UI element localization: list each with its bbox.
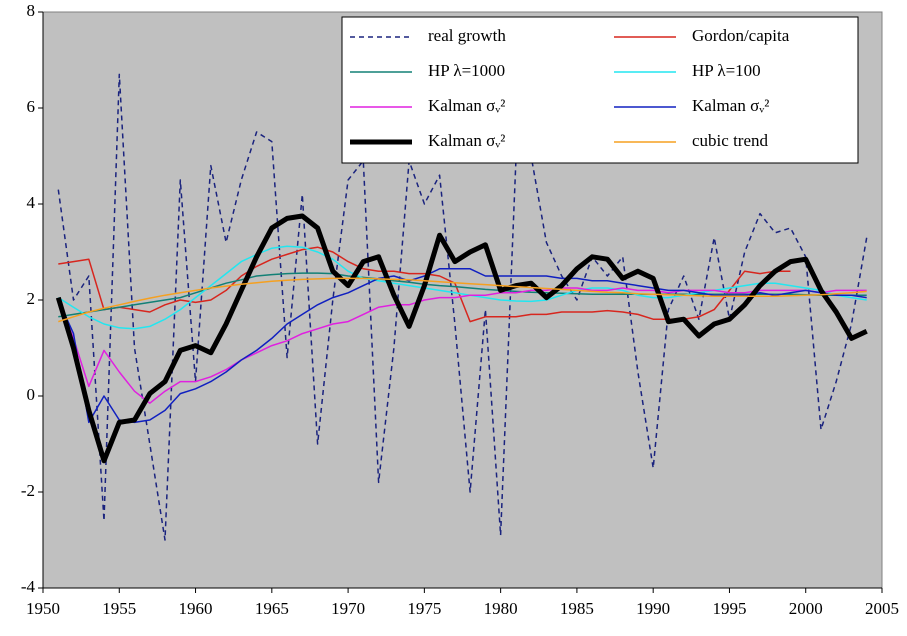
- x-tick-label: 1980: [484, 599, 518, 618]
- x-tick-label: 1970: [331, 599, 365, 618]
- y-tick-label: 2: [27, 289, 36, 308]
- legend-label: HP λ=1000: [428, 61, 505, 80]
- x-tick-label: 1955: [102, 599, 136, 618]
- x-tick-label: 1975: [407, 599, 441, 618]
- legend-label: cubic trend: [692, 131, 768, 150]
- legend-label: Kalman σᵥ²: [428, 131, 505, 150]
- y-tick-label: 8: [27, 1, 36, 20]
- legend-box: [341, 16, 859, 164]
- x-tick-label: 1995: [712, 599, 746, 618]
- y-tick-label: 0: [27, 385, 36, 404]
- series-line: [57, 245, 867, 330]
- x-tick-label: 1990: [636, 599, 670, 618]
- series-line: [58, 272, 867, 318]
- x-tick-label: 1985: [560, 599, 594, 618]
- y-tick-label: -2: [21, 481, 35, 500]
- y-tick-label: 4: [27, 193, 36, 212]
- x-tick-label: 1950: [26, 599, 60, 618]
- legend-label: Kalman σᵥ²: [428, 96, 505, 115]
- series-line: [57, 287, 867, 404]
- y-tick-label: 6: [27, 97, 36, 116]
- series-line: [57, 268, 867, 424]
- legend-label: Kalman σᵥ²: [692, 96, 769, 115]
- legend-label: HP λ=100: [692, 61, 761, 80]
- x-tick-label: 1965: [255, 599, 289, 618]
- legend-label: Gordon/capita: [692, 26, 790, 45]
- y-tick-label: -4: [21, 577, 36, 596]
- legend-label: real growth: [428, 26, 506, 45]
- series-line: [55, 213, 868, 464]
- series-line: [58, 277, 867, 323]
- x-tick-label: 2000: [789, 599, 823, 618]
- x-tick-label: 2005: [865, 599, 899, 618]
- x-tick-label: 1960: [179, 599, 213, 618]
